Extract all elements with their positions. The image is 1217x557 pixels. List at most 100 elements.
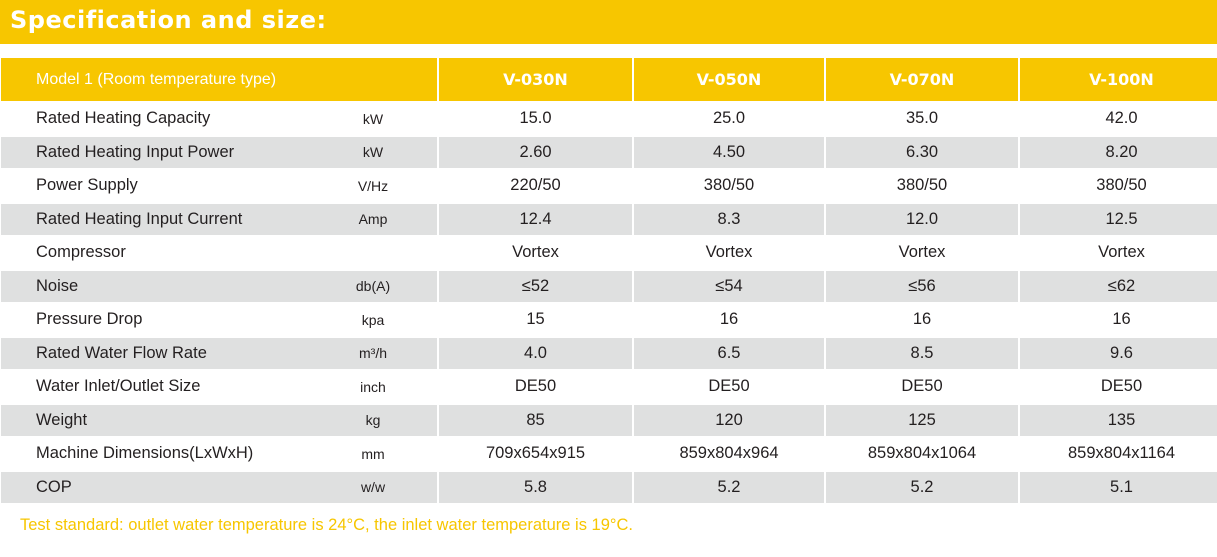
value-cell: DE50 bbox=[514, 377, 557, 396]
parameter-unit: db(A) bbox=[355, 278, 391, 295]
parameter-name: Rated Heating Input Current bbox=[36, 209, 243, 228]
value-cell: ≤62 bbox=[1020, 270, 1217, 302]
table-row: Rated Heating Input Current Amp 12.4 8.3 12.… bbox=[1, 203, 1217, 235]
value-cell: 380/50 bbox=[896, 176, 948, 195]
value-cell: 16 bbox=[719, 310, 739, 329]
parameter-unit: kW bbox=[362, 110, 384, 127]
spec-table: Model 1 (Room temperature type) V-030N V… bbox=[1, 58, 1217, 505]
value-cell: 220/50 bbox=[510, 176, 561, 195]
parameter-name: Pressure Drop bbox=[36, 310, 143, 329]
value-cell: ≤54 bbox=[634, 270, 824, 302]
table-row: Rated Heating Input Power kW 2.60 4.50 6.30 8… bbox=[1, 136, 1217, 168]
value-cell: 6.5 bbox=[634, 337, 824, 369]
parameter-cell: Pressure Drop kpa bbox=[1, 304, 437, 336]
value-cell: 25.0 bbox=[712, 109, 746, 128]
parameter-name: Rated Heating Input Power bbox=[36, 142, 235, 161]
table-row: Weight kg 85 120 125 135 bbox=[1, 404, 1217, 436]
model-column-header: V-070N bbox=[826, 58, 1018, 101]
parameter-cell: Rated Heating Capacity kW bbox=[1, 103, 437, 135]
value-cell: Vortex bbox=[512, 243, 559, 262]
value-cell: 16 bbox=[912, 310, 932, 329]
value-cell: 4.0 bbox=[439, 337, 632, 369]
parameter-unit: inch bbox=[360, 378, 386, 395]
value-cell: 5.2 bbox=[634, 471, 824, 503]
page-title: Specification and size: bbox=[10, 6, 327, 34]
parameter-unit: V/Hz bbox=[357, 177, 389, 194]
value-cell: 6.30 bbox=[826, 136, 1018, 168]
value-cell: 12.4 bbox=[439, 203, 632, 235]
parameter-unit: m³/h bbox=[359, 345, 387, 362]
value-cell: 5.2 bbox=[826, 471, 1018, 503]
parameter-cell: Machine Dimensions(LxWxH) mm bbox=[1, 438, 437, 470]
parameter-unit: kW bbox=[362, 144, 384, 161]
value-cell: Vortex bbox=[1098, 243, 1145, 262]
parameter-cell: Rated Heating Input Current Amp bbox=[1, 203, 437, 235]
value-cell: 15 bbox=[526, 310, 545, 329]
value-cell: 5.8 bbox=[439, 471, 632, 503]
parameter-cell: Weight kg bbox=[1, 404, 437, 436]
table-header-row: Model 1 (Room temperature type) V-030N V… bbox=[1, 58, 1217, 101]
parameter-cell: Water Inlet/Outlet Size inch bbox=[1, 371, 437, 403]
model-column-header: V-050N bbox=[634, 58, 824, 101]
parameter-cell: COP w/w bbox=[1, 471, 437, 503]
parameter-unit: Amp bbox=[358, 211, 388, 228]
value-cell: 125 bbox=[826, 404, 1018, 436]
table-row: Power Supply V/Hz 220/50 380/50 380/50 380/50 bbox=[1, 170, 1215, 202]
value-cell: 9.6 bbox=[1020, 337, 1217, 369]
value-cell: 120 bbox=[634, 404, 824, 436]
parameter-cell: Rated Heating Input Power kW bbox=[1, 136, 437, 168]
parameter-name: Machine Dimensions(LxWxH) bbox=[36, 444, 254, 463]
value-cell: Vortex bbox=[898, 243, 946, 262]
table-row: Rated Heating Capacity kW 15.0 25.0 35.0 42.0 bbox=[1, 103, 1215, 135]
value-cell: 4.50 bbox=[634, 136, 824, 168]
parameter-name: Weight bbox=[36, 410, 88, 429]
table-row: Compressor Vortex Vortex Vortex Vortex bbox=[1, 237, 1215, 269]
table-row: Rated Water Flow Rate m³/h 4.0 6.5 8.5 9.6 bbox=[1, 337, 1217, 369]
value-cell: DE50 bbox=[1100, 377, 1143, 396]
value-cell: 12.5 bbox=[1020, 203, 1217, 235]
value-cell: 85 bbox=[439, 404, 632, 436]
value-cell: 12.0 bbox=[826, 203, 1018, 235]
value-cell: 8.5 bbox=[826, 337, 1018, 369]
parameter-name: Power Supply bbox=[36, 176, 138, 195]
value-cell: 2.60 bbox=[439, 136, 632, 168]
value-cell: 380/50 bbox=[1096, 176, 1147, 195]
value-cell: 15.0 bbox=[519, 109, 552, 128]
value-cell: 859x804x1064 bbox=[867, 444, 977, 463]
parameter-name: Rated Water Flow Rate bbox=[36, 343, 207, 362]
table-row: Machine Dimensions(LxWxH) mm 709x654x915 85… bbox=[1, 438, 1215, 470]
parameter-cell: Noise db(A) bbox=[1, 270, 437, 302]
value-cell: 42.0 bbox=[1105, 109, 1138, 128]
test-standard-footnote: Test standard: outlet water temperature … bbox=[20, 516, 633, 534]
parameter-cell: Power Supply V/Hz bbox=[1, 170, 437, 202]
table-row: COP w/w 5.8 5.2 5.2 5.1 bbox=[1, 471, 1217, 503]
parameter-name: Noise bbox=[36, 276, 79, 295]
parameter-name: Water Inlet/Outlet Size bbox=[36, 377, 201, 396]
parameter-cell: Rated Water Flow Rate m³/h bbox=[1, 337, 437, 369]
value-cell: 380/50 bbox=[703, 176, 755, 195]
table-row: Water Inlet/Outlet Size inch DE50 DE50 DE50 D… bbox=[1, 371, 1215, 403]
value-cell: Vortex bbox=[705, 243, 753, 262]
table-row: Pressure Drop kpa 15 16 16 16 bbox=[1, 304, 1215, 336]
value-cell: 135 bbox=[1020, 404, 1217, 436]
title-bar: Specification and size: bbox=[0, 0, 1217, 44]
value-cell: 709x654x915 bbox=[485, 444, 586, 463]
parameter-unit: kg bbox=[365, 412, 381, 429]
value-cell: 859x804x1164 bbox=[1067, 444, 1176, 463]
value-cell: ≤56 bbox=[826, 270, 1018, 302]
value-cell: 8.3 bbox=[634, 203, 824, 235]
value-cell: 35.0 bbox=[905, 109, 939, 128]
parameter-name: Compressor bbox=[36, 243, 126, 262]
parameter-cell: Compressor bbox=[1, 237, 437, 269]
parameter-unit: w/w bbox=[360, 479, 386, 496]
value-cell: DE50 bbox=[708, 377, 750, 396]
value-cell: 8.20 bbox=[1020, 136, 1217, 168]
value-cell: DE50 bbox=[901, 377, 943, 396]
table-row: Noise db(A) ≤52 ≤54 ≤56 ≤62 bbox=[1, 270, 1217, 302]
parameter-name: Rated Heating Capacity bbox=[36, 109, 211, 128]
model-column-header: V-030N bbox=[439, 58, 632, 101]
model-column-header: V-100N bbox=[1020, 58, 1217, 101]
value-cell: ≤52 bbox=[439, 270, 632, 302]
value-cell: 859x804x964 bbox=[679, 444, 779, 463]
value-cell: 5.1 bbox=[1020, 471, 1217, 503]
